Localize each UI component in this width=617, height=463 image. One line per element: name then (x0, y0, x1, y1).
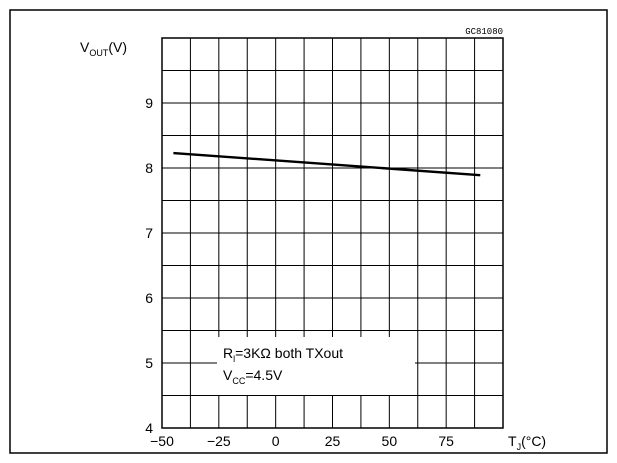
x-tick-labels: −50 −25 0 25 50 75 (150, 433, 454, 449)
x-tick-label: 50 (382, 433, 398, 449)
series-layer (173, 151, 481, 177)
x-tick-label: 0 (272, 433, 280, 449)
y-tick-label: 5 (145, 355, 153, 371)
y-tick-labels: 4 5 6 7 8 9 (145, 95, 153, 436)
y-tick-label: 8 (145, 160, 153, 176)
x-tick-label: 25 (325, 433, 341, 449)
annotation-box (217, 337, 415, 395)
y-tick-label: 7 (145, 225, 153, 241)
y-axis-label: VOUT(V) (80, 39, 127, 58)
x-tick-label: 75 (438, 433, 454, 449)
annotation-line-1: Rl=3KΩ both TXout (223, 345, 343, 364)
x-axis-label: TJ(°C) (508, 433, 546, 452)
y-tick-label: 9 (145, 95, 153, 111)
figure-code: GC81080 (465, 27, 503, 37)
outer-frame (9, 9, 608, 454)
x-tick-label: −25 (207, 433, 231, 449)
y-tick-label: 6 (145, 290, 153, 306)
x-tick-label: −50 (150, 433, 174, 449)
y-tick-label: 4 (145, 420, 153, 436)
series-line-0 (173, 151, 481, 177)
plot-area (161, 37, 504, 429)
annotation-line-2: VCC=4.5V (223, 367, 283, 386)
